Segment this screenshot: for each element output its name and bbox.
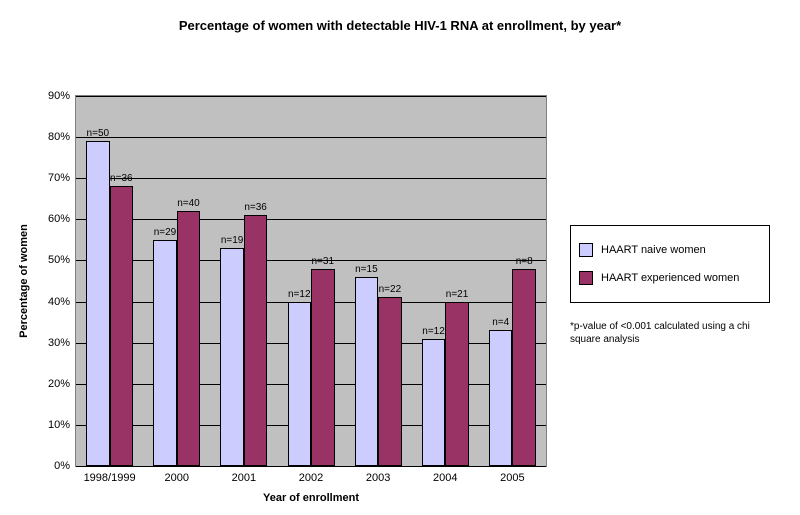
bar-n-label: n=15 [355,264,378,275]
bar [244,215,268,466]
x-tick-label: 2002 [299,472,323,484]
y-tick-label: 10% [48,419,70,431]
y-tick-label: 80% [48,131,70,143]
chart-title: Percentage of women with detectable HIV-… [0,18,800,33]
y-tick-label: 20% [48,378,70,390]
legend-item: HAART naive women [579,236,761,264]
y-tick-label: 40% [48,296,70,308]
bar [489,330,513,466]
bar-n-label: n=31 [311,256,334,267]
bar-n-label: n=12 [288,289,311,300]
bar [355,277,379,466]
bar-n-label: n=36 [244,202,267,213]
x-tick-label: 2004 [433,472,457,484]
bar [512,269,536,466]
bar-n-label: n=50 [87,128,110,139]
legend-label: HAART experienced women [601,272,739,284]
bar-n-label: n=36 [110,173,133,184]
x-tick-label: 2003 [366,472,390,484]
legend-label: HAART naive women [601,244,706,256]
legend: HAART naive women HAART experienced women [570,225,770,303]
legend-swatch [579,243,593,257]
bar [110,186,134,466]
x-tick-label: 2005 [500,472,524,484]
bar-n-label: n=8 [516,256,533,267]
plot-area: Percentage of women 0%10%20%30%40%50%60%… [75,95,547,467]
y-tick-label: 70% [48,172,70,184]
bar [177,211,201,466]
bar-n-label: n=4 [492,317,509,328]
y-tick-label: 50% [48,254,70,266]
bar [445,302,469,466]
x-tick-label: 1998/1999 [84,472,136,484]
bar [311,269,335,466]
bars-layer: n=50 n=36 n=29 n=40 n=19 n=36 n=12 n=31 n=15n=22… [76,96,546,466]
legend-item: HAART experienced women [579,264,761,292]
bar-n-label: n=22 [379,284,402,295]
bar [220,248,244,466]
bar [86,141,110,466]
footnote: *p-value of <0.001 calculated using a ch… [570,320,780,346]
x-tick-label: 2000 [164,472,188,484]
bar-n-label: n=12 [422,326,445,337]
y-tick-label: 0% [54,460,70,472]
bar-n-label: n=40 [177,198,200,209]
bar-n-label: n=19 [221,235,244,246]
x-tick-label: 2001 [232,472,256,484]
y-axis-title: Percentage of women [18,224,30,338]
bar-n-label: n=29 [154,227,177,238]
y-tick-label: 60% [48,213,70,225]
y-tick-label: 30% [48,337,70,349]
bar [422,339,446,466]
y-tick-label: 90% [48,90,70,102]
bar [153,240,177,466]
bar-n-label: n=21 [446,289,469,300]
legend-swatch [579,271,593,285]
bar [288,302,312,466]
gridline [76,466,546,467]
x-axis-title: Year of enrollment [263,492,359,504]
bar [378,297,402,466]
